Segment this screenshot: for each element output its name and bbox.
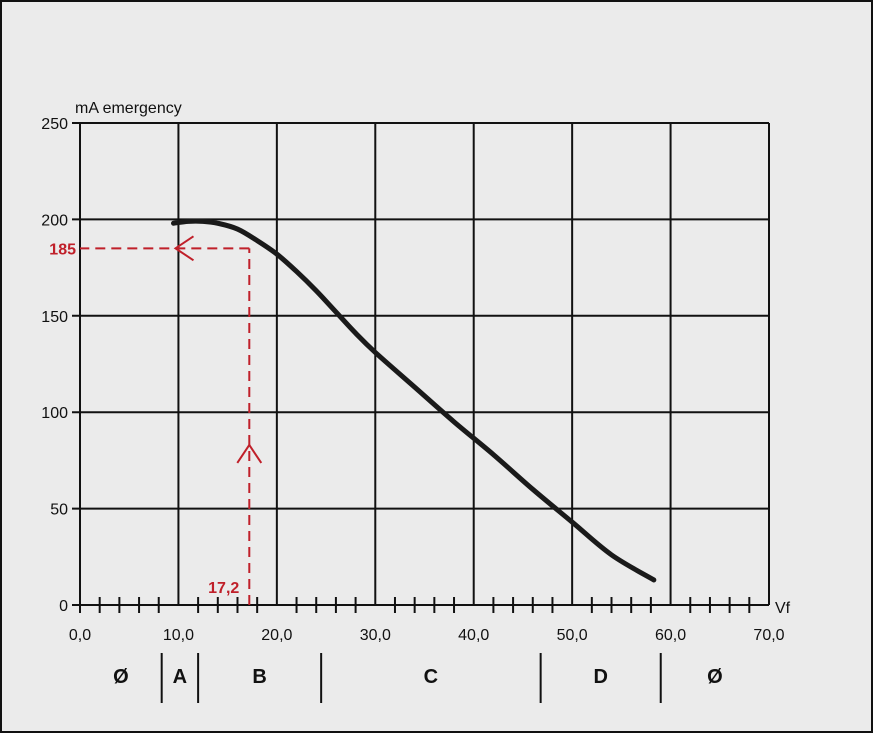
x-minor-ticks (98, 597, 751, 613)
annotation: 17,2 185 (49, 235, 263, 605)
zone-label: D (593, 666, 607, 688)
zone-label: A (173, 666, 187, 688)
y-tick-label: 50 (50, 502, 68, 519)
y-tick-label: 250 (41, 116, 68, 133)
y-tick-label: 100 (41, 405, 68, 422)
x-tick-label: 0,0 (69, 627, 91, 644)
annotation-arrow-up (236, 443, 263, 464)
x-axis-label: Vf (775, 600, 791, 617)
grid (72, 122, 770, 613)
x-tick-label: 60,0 (655, 627, 686, 644)
y-tick-labels: 0 50 100 150 200 250 (41, 116, 68, 615)
annotation-x-label: 17,2 (208, 580, 239, 597)
x-tick-labels: 0,0 10,0 20,0 30,0 40,0 50,0 60,0 70,0 (69, 627, 785, 644)
y-axis-label: mA emergency (75, 100, 182, 117)
x-tick-label: 10,0 (163, 627, 194, 644)
x-tick-label: 70,0 (753, 627, 784, 644)
y-tick-label: 0 (59, 598, 68, 615)
x-tick-label: 30,0 (360, 627, 391, 644)
zone-label: B (252, 666, 266, 688)
x-tick-label: 20,0 (261, 627, 292, 644)
x-tick-label: 40,0 (458, 627, 489, 644)
zone-label: Ø (113, 666, 129, 688)
y-tick-label: 150 (41, 309, 68, 326)
series-line (171, 218, 657, 583)
annotation-arrow-left (173, 235, 195, 262)
y-tick-label: 200 (41, 212, 68, 229)
annotation-y-label: 185 (49, 241, 76, 258)
x-tick-label: 50,0 (557, 627, 588, 644)
zone-label: Ø (707, 666, 723, 688)
zone-label: C (424, 666, 438, 688)
